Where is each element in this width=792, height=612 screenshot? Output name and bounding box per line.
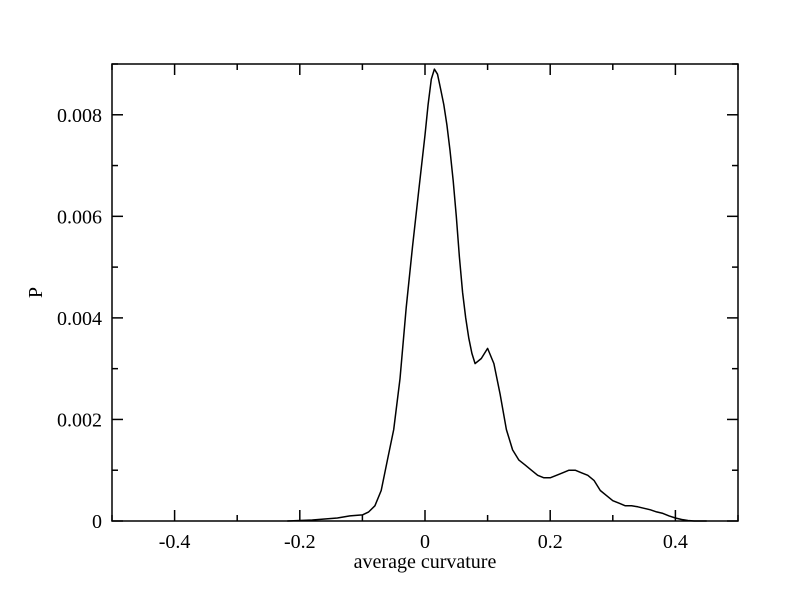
tick-labels-layer: -0.4 -0.2 0 0.2 0.4 0 0.002 0.004 0.006 0.008: [57, 105, 688, 553]
x-tick-label: 0.2: [538, 531, 563, 553]
series-line: [287, 68, 707, 522]
x-tick-label: -0.2: [284, 531, 316, 553]
y-tick-label: 0.002: [57, 409, 102, 431]
x-tick-label: 0.4: [663, 531, 688, 553]
y-tick-label: 0.004: [57, 308, 102, 330]
x-tick-label: -0.4: [159, 531, 191, 553]
y-tick-label: 0.008: [57, 105, 102, 127]
y-tick-label: 0.006: [57, 206, 102, 228]
y-tick-label: 0: [92, 511, 102, 533]
y-axis-title: P: [25, 287, 47, 298]
plot-frame: [111, 63, 739, 522]
x-tick-label: 0: [420, 531, 430, 553]
x-axis-title: average curvature: [354, 551, 497, 573]
